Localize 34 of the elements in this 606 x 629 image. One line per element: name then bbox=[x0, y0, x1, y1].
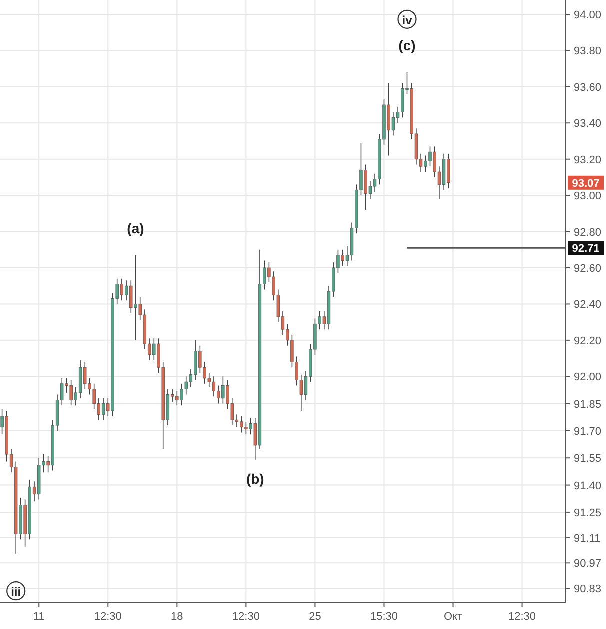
y-tick-label: 91.11 bbox=[574, 532, 601, 545]
annotation: (c) bbox=[398, 37, 416, 54]
y-tick-label: 92.40 bbox=[574, 299, 602, 312]
annotation: (b) bbox=[246, 470, 264, 487]
y-tick-label: 90.83 bbox=[574, 584, 602, 596]
x-tick-label: 25 bbox=[309, 611, 322, 623]
x-tick-label: 12:30 bbox=[94, 611, 122, 623]
y-tick-label: 91.40 bbox=[574, 480, 602, 492]
y-tick-label: 91.25 bbox=[574, 507, 602, 520]
x-tick-label: 12:30 bbox=[232, 611, 260, 623]
x-tick-label: 12:30 bbox=[508, 611, 536, 623]
y-tick-label: 90.97 bbox=[574, 558, 602, 570]
y-tick-label: 93.80 bbox=[574, 46, 602, 58]
annotation: 93.07 bbox=[572, 178, 600, 190]
y-tick-label: 92.80 bbox=[574, 226, 602, 239]
y-tick-label: 93.20 bbox=[574, 154, 602, 166]
annotation: (a) bbox=[127, 220, 144, 236]
x-tick-label: 11 bbox=[33, 611, 45, 623]
x-tick-label: 15:30 bbox=[370, 611, 398, 623]
y-tick-label: 93.60 bbox=[574, 82, 602, 94]
annotation: iii bbox=[11, 585, 22, 600]
y-tick-label: 92.20 bbox=[574, 335, 602, 348]
ref-line-label: 92.71 bbox=[572, 243, 600, 256]
y-tick-label: 91.85 bbox=[574, 398, 602, 411]
y-tick-label: 93.40 bbox=[574, 118, 602, 130]
y-tick-label: 91.55 bbox=[574, 453, 602, 466]
y-tick-label: 92.60 bbox=[574, 263, 602, 275]
y-tick-label: 94.00 bbox=[574, 9, 602, 22]
y-tick-label: 93.00 bbox=[574, 190, 602, 203]
y-tick-label: 91.70 bbox=[574, 426, 602, 438]
y-tick-label: 92.00 bbox=[574, 372, 602, 384]
x-tick-label: Окт bbox=[444, 611, 463, 623]
annotation: iv bbox=[402, 13, 413, 28]
x-tick-label: 18 bbox=[171, 611, 184, 623]
